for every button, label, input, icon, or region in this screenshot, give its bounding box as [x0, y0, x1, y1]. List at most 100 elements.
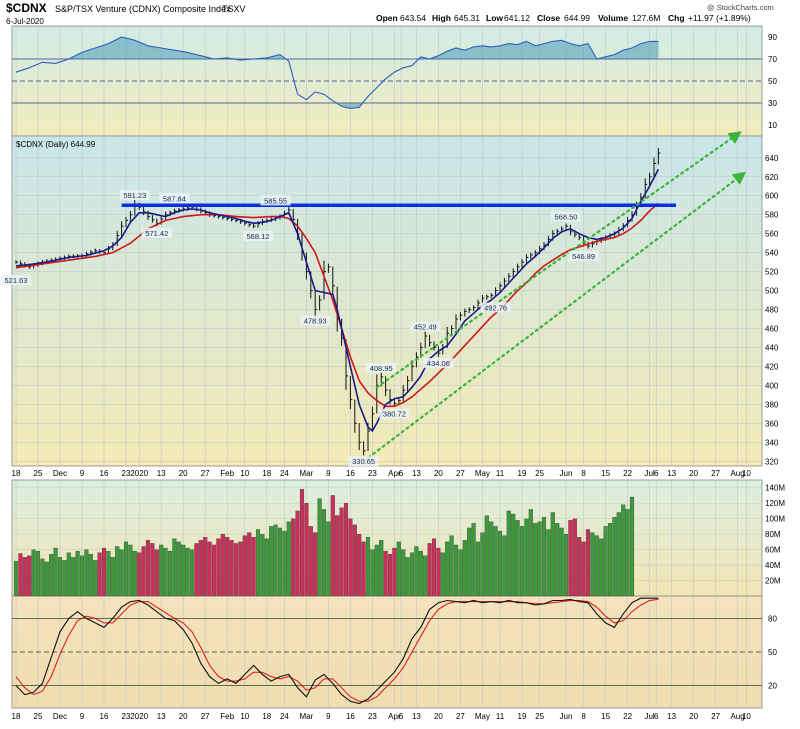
volume-value: 127.6M	[632, 13, 660, 23]
price-label-box	[260, 195, 291, 206]
volume-bar	[621, 504, 626, 597]
x-axis-tick-label-bottom: 20	[179, 712, 188, 721]
volume-bar	[572, 518, 577, 597]
volume-bar	[449, 535, 454, 597]
stochastic-slow-line	[15, 598, 659, 702]
volume-bar	[123, 541, 129, 597]
volume-tick-label: 40M	[765, 561, 781, 570]
volume-bar	[414, 546, 419, 597]
price-annotation-label: 568.50	[555, 213, 578, 222]
volume-bar	[326, 521, 331, 597]
volume-bar	[207, 541, 212, 597]
volume-bar	[141, 546, 146, 597]
x-axis-tick-label: 10	[240, 469, 249, 478]
volume-bar	[211, 544, 217, 597]
rsi-line	[15, 36, 659, 110]
price-tick-label: 400	[765, 381, 779, 390]
volume-bar	[198, 540, 203, 597]
volume-bar	[568, 520, 573, 597]
x-axis-tick-label-bottom: 19	[518, 712, 527, 721]
volume-bar	[629, 496, 635, 597]
stochastic-plot	[12, 597, 762, 705]
chart-date: 6-Jul-2020	[6, 17, 44, 26]
price-annotation-label: 521.63	[5, 276, 28, 285]
volume-bar	[97, 552, 102, 597]
rsi-overbought-fill	[16, 37, 659, 59]
price-tick-label: 580	[765, 211, 779, 220]
x-axis-tick-label: 6	[399, 469, 404, 478]
price-tick-label: 320	[765, 457, 779, 466]
volume-bar	[453, 544, 459, 597]
price-annotation-label: 434.06	[427, 359, 450, 368]
volume-bar	[581, 541, 586, 597]
x-axis-tick-label-bottom: 25	[34, 712, 43, 721]
volume-bar	[119, 549, 124, 597]
volume-bar	[471, 523, 476, 597]
volume-bar	[150, 543, 155, 597]
x-axis-tick-label-bottom: May	[475, 712, 490, 721]
volume-bar	[480, 532, 485, 597]
x-axis-tick-label: 6	[654, 469, 659, 478]
x-axis-tick-label-bottom: Mar	[300, 712, 314, 721]
volume-bar	[163, 547, 168, 597]
volume-bar	[154, 549, 159, 597]
volume-bar	[22, 557, 27, 597]
price-tick-label: 620	[765, 173, 779, 182]
volume-bar	[57, 557, 63, 597]
volume-bar	[71, 557, 76, 597]
volume-bar	[383, 550, 388, 597]
x-axis-tick-label-bottom: 20	[689, 712, 698, 721]
volume-tick-label: 60M	[765, 546, 781, 555]
stochastic-tick-label: 20	[768, 682, 777, 691]
price-tick-label: 380	[765, 400, 779, 409]
volume-bar	[216, 538, 221, 597]
volume-bar	[31, 549, 36, 597]
x-axis-tick-label: 27	[201, 469, 210, 478]
volume-bar	[115, 546, 120, 597]
volume-bar	[379, 540, 384, 597]
axis-labels: 9070503010640620600580560540520500480460…	[12, 33, 786, 721]
upper-channel-line	[375, 131, 742, 389]
volume-bar	[75, 550, 80, 597]
volume-bar	[299, 489, 305, 597]
price-annotation-label: 380.72	[383, 410, 406, 419]
x-axis-tick-label: 13	[412, 469, 421, 478]
volume-bar	[462, 540, 467, 597]
volume-plot	[13, 489, 635, 597]
price-tick-label: 480	[765, 306, 779, 315]
x-axis-tick-label-bottom: 15	[601, 712, 610, 721]
volume-tick-label: 100M	[765, 515, 785, 524]
price-tick-label: 600	[765, 192, 779, 201]
x-axis-tick-label-bottom: 10	[742, 712, 751, 721]
ohlc-readout: Open 643.54 High 645.31 Low 641.12 Close…	[376, 13, 751, 23]
volume-bar	[273, 524, 278, 597]
x-axis-tick-label: Jun	[560, 469, 573, 478]
price-label-box	[480, 302, 511, 313]
volume-bar	[66, 552, 71, 597]
volume-tick-label: 80M	[765, 530, 781, 539]
volume-bar	[128, 544, 133, 597]
price-plot: 521.63 591.23 587.84 571.42 568.12 585.55 478.…	[0, 131, 747, 467]
volume-bar	[137, 552, 142, 597]
x-axis-tick-label-bottom: 2020	[130, 712, 148, 721]
volume-bar	[185, 547, 190, 597]
volume-bar	[242, 535, 247, 597]
volume-bar	[489, 521, 494, 597]
volume-bar	[159, 544, 164, 597]
volume-tick-label: 20M	[765, 577, 781, 586]
volume-bar	[502, 535, 507, 597]
volume-bar	[374, 544, 379, 597]
x-axis-tick-label: 9	[80, 469, 85, 478]
volume-bar	[251, 537, 256, 597]
volume-bar	[335, 515, 340, 597]
volume-bar	[176, 541, 181, 597]
volume-bar	[590, 532, 595, 597]
volume-bar	[84, 549, 89, 597]
volume-bar	[62, 560, 67, 597]
volume-bar	[511, 513, 516, 597]
x-axis-tick-label-bottom: 23	[122, 712, 131, 721]
x-axis-tick-label: 20	[179, 469, 188, 478]
price-annotation-label: 571.42	[145, 229, 168, 238]
volume-bar	[330, 495, 335, 597]
x-axis-tick-label-bottom: 16	[346, 712, 355, 721]
